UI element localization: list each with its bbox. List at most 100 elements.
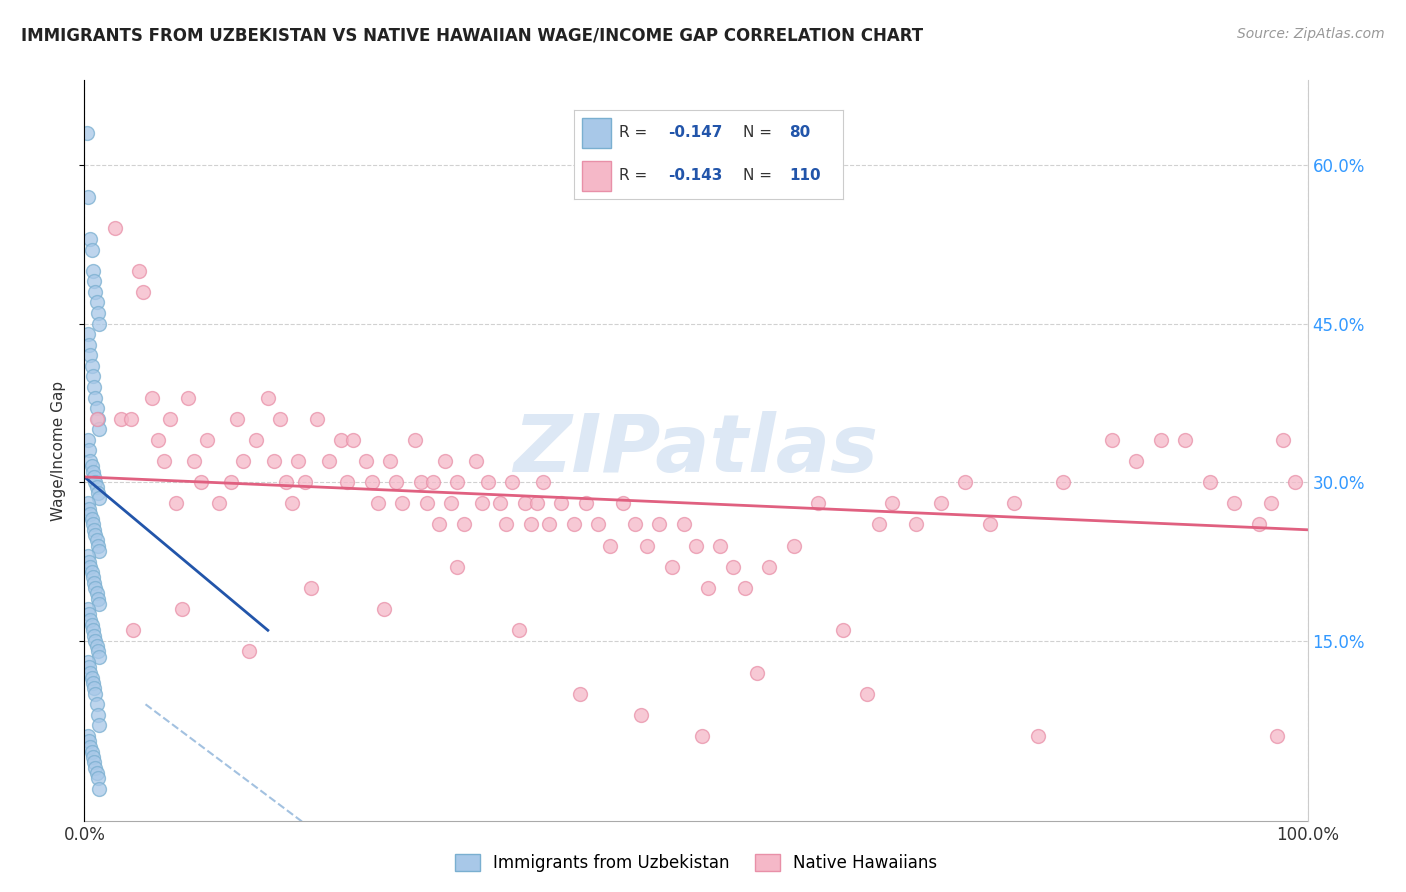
Point [1174,433,1197,447]
Point [183,454,205,468]
Point [87,422,110,436]
Point [82,624,104,638]
Point [672,517,695,532]
Point [77,655,100,669]
Point [79,739,101,754]
Point [568,687,591,701]
Point [287,454,309,468]
Point [83,681,105,696]
Point [471,496,494,510]
Point [86,533,108,548]
Point [159,411,181,425]
Point [80,459,103,474]
Point [446,559,468,574]
Point [172,602,194,616]
Point [508,624,530,638]
Point [427,517,450,532]
Point [83,470,105,484]
Point [83,575,105,590]
Point [953,475,976,490]
Point [82,676,104,690]
Point [77,433,100,447]
Point [77,607,100,622]
Point [82,369,104,384]
Point [1247,517,1270,532]
Point [330,433,353,447]
Point [599,539,621,553]
Point [440,496,463,510]
Point [84,687,107,701]
Point [83,380,105,394]
Point [77,554,100,569]
Point [531,475,554,490]
Point [1125,454,1147,468]
Point [630,707,652,722]
Point [80,512,103,526]
Point [586,517,609,532]
Point [86,586,108,600]
Point [77,660,100,674]
Point [734,581,756,595]
Legend: Immigrants from Uzbekistan, Native Hawaiians: Immigrants from Uzbekistan, Native Hawai… [449,847,943,879]
Point [624,517,647,532]
Point [77,602,100,616]
Point [77,501,100,516]
Point [84,761,107,775]
Point [79,613,101,627]
Point [86,639,108,653]
Point [1265,729,1288,743]
Point [245,433,267,447]
Point [79,232,101,246]
Point [76,126,98,140]
Point [342,433,364,447]
Point [104,221,127,235]
Point [87,544,110,558]
Point [502,475,524,490]
Point [360,475,382,490]
Point [84,581,107,595]
Point [226,411,249,425]
Point [422,475,444,490]
Point [86,481,108,495]
Point [82,263,104,277]
Point [86,401,108,416]
Point [87,772,110,786]
Point [87,649,110,664]
Point [575,496,598,510]
Point [685,539,707,553]
Point [354,454,377,468]
Point [87,485,110,500]
Point [373,602,395,616]
Point [87,781,110,796]
Point [464,454,486,468]
Point [709,539,731,553]
Point [87,718,110,732]
Point [807,496,830,510]
Point [83,274,105,288]
Point [721,559,744,574]
Point [77,549,100,564]
Point [232,454,254,468]
Point [80,671,103,685]
Point [77,734,100,748]
Point [905,517,928,532]
Point [87,591,110,606]
Point [80,745,103,759]
Point [294,475,316,490]
Point [1052,475,1074,490]
Y-axis label: Wage/Income Gap: Wage/Income Gap [51,380,66,521]
Point [697,581,720,595]
Point [979,517,1001,532]
Point [1260,496,1282,510]
Point [87,306,110,320]
Point [77,189,100,203]
Point [77,443,100,458]
Point [80,243,103,257]
Point [929,496,952,510]
Point [513,496,536,510]
Point [77,337,100,351]
Point [110,411,132,425]
Point [281,496,304,510]
Point [783,539,806,553]
Point [1028,729,1050,743]
